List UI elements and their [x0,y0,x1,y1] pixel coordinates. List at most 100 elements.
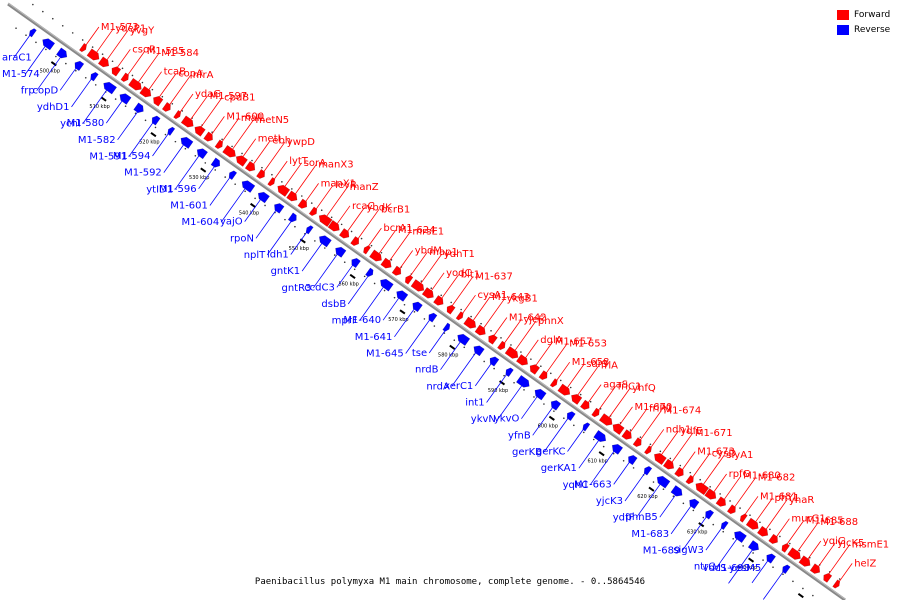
minor-tick [320,209,323,211]
gene-arrow [97,56,110,68]
gene-arrow [823,573,833,583]
gene-leader-line [174,155,200,190]
tick-mark: 640 kbp [737,557,757,571]
gene-arrow [241,180,256,193]
minor-tick [71,32,74,34]
minor-tick [413,311,416,313]
gene-label: bcrA1 [383,223,412,234]
minor-tick [224,176,227,178]
gene-arrow [421,287,434,299]
gene-label: ykvO [494,414,520,425]
minor-tick [762,559,764,561]
minor-tick [649,443,652,446]
minor-tick [549,372,552,375]
gene-arrow [720,520,729,530]
minor-tick [84,76,87,79]
minor-tick [144,119,147,122]
minor-tick [65,62,67,65]
gene-label: frp [21,86,35,97]
gene-leader-line [587,384,602,403]
gene-arrow [410,279,425,292]
tick-mark: 600 kbp [538,415,558,429]
gene-label: M1-673 [697,447,735,458]
gene-label: yfnB [508,430,531,441]
gene-arrow [267,177,276,187]
minor-tick [161,95,164,98]
gene-leader-line [263,141,286,172]
minor-tick [652,481,655,483]
tick-label: 530 kbp [189,175,209,181]
gene-arrow [151,115,161,126]
gene-leader-line [504,319,522,344]
gene-leader-line [451,276,474,306]
gene-leader-line [336,205,351,224]
gene-arrow [787,547,801,560]
gene-label: frlR1 [649,404,673,415]
gene-arrow [380,278,394,292]
gene-arrow [173,110,182,120]
minor-tick [682,502,685,505]
gene-arrow [391,265,402,276]
gene-leader-line [598,386,616,411]
gene-label: M1-671 [695,428,733,439]
gene-label: M1-653 [569,338,607,349]
minor-tick [343,261,346,263]
gene-leader-line [148,71,162,90]
gene-leader-line [786,520,805,545]
gene-arrow [715,496,726,507]
minor-tick [732,537,734,540]
tick-mark: 570 kbp [388,309,409,323]
gene-leader-line [431,272,445,291]
gene-leader-line [525,339,539,359]
minor-tick [719,493,721,495]
gene-label: msmE1 [852,540,889,551]
gene-label: M1-680 [743,471,781,482]
minor-tick [533,396,535,398]
minor-tick [669,457,672,460]
minor-tick [75,69,77,72]
gene-arrow [277,184,291,197]
gene-label: cysA1 [478,290,508,301]
minor-tick [759,521,761,524]
gene-leader-line [462,294,476,314]
minor-tick [353,268,356,271]
minor-tick [141,81,144,84]
gene-leader-line [359,286,384,321]
gene-leader-line [420,253,443,284]
minor-tick [772,566,774,568]
gene-arrow [228,170,238,180]
gene-label: ydfE [680,426,702,437]
gene-arrow [628,454,638,466]
gene-leader-line [200,97,223,128]
gene-label: manZ [350,182,379,193]
gene-leader-line [578,440,599,469]
gene-leader-line [221,117,240,142]
gene-label: csoR [132,44,156,55]
gene-leader-line [613,462,630,485]
gene-leader-line [13,35,31,58]
gene-arrow [798,555,811,567]
minor-tick [291,188,293,190]
gene-arrow [654,453,667,466]
gene-leader-line [163,144,184,173]
minor-tick [543,403,545,405]
gene-leader-line [347,276,369,305]
minor-tick [61,24,64,27]
minor-tick [582,431,585,434]
gene-arrow [196,148,208,160]
minor-tick [174,140,177,143]
gene-leader-line [399,250,414,269]
gene-leader-line [347,207,365,232]
minor-tick [271,173,273,176]
minor-tick [629,429,632,431]
tick-label: 520 kbp [139,140,159,146]
gene-arrow [327,220,340,232]
gene-label: M1-670 [635,402,673,413]
minor-tick [782,573,784,576]
minor-tick [639,436,642,438]
gene-label: M1-637 [475,271,513,282]
gene-label: M1-584 [161,48,199,59]
gene-arrow [516,375,530,388]
gene-arrow [580,399,590,410]
gene-leader-line [242,138,257,157]
